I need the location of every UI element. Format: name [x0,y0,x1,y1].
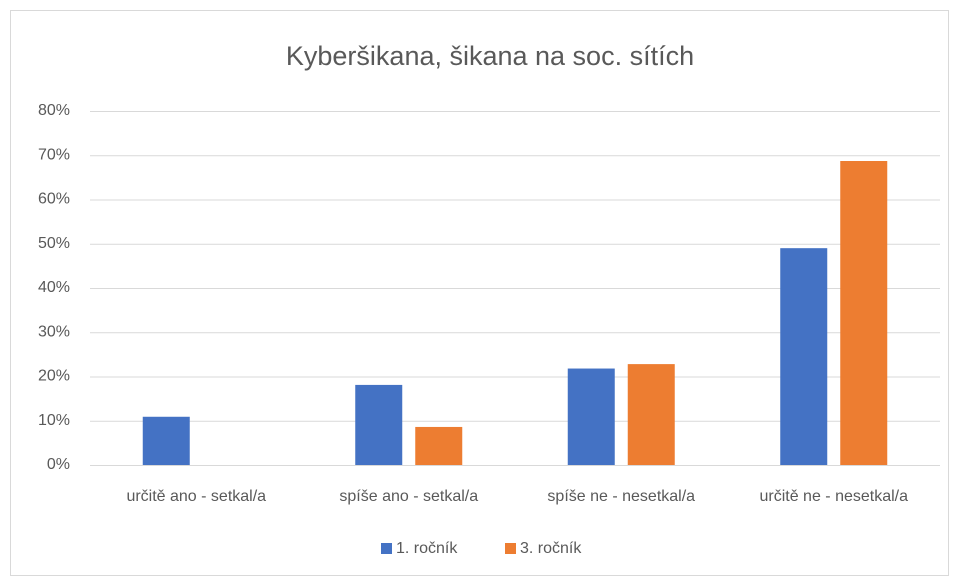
bar [840,161,888,465]
x-tick-label: určitě ano - setkal/a [126,488,266,505]
bar [355,384,403,465]
bar [627,364,675,465]
legend-label: 3. ročník [520,540,582,557]
y-tick-label: 50% [38,235,70,252]
y-tick-label: 30% [38,323,70,340]
y-tick-label: 10% [38,412,70,429]
y-tick-label: 20% [38,368,70,385]
legend-swatch [381,543,392,554]
bar [567,368,615,465]
y-tick-label: 60% [38,191,70,208]
x-tick-label: určitě ne - nesetkal/a [759,488,908,505]
y-tick-label: 70% [38,146,70,163]
bar [415,426,463,465]
legend-swatch [505,543,516,554]
x-tick-label: spíše ano - setkal/a [339,488,478,505]
y-tick-label: 40% [38,279,70,296]
bar [142,416,190,465]
legend-label: 1. ročník [396,540,458,557]
bar [780,248,828,465]
y-tick-label: 80% [38,102,70,119]
chart-title: Kyberšikana, šikana na soc. sítích [286,41,694,71]
x-tick-label: spíše ne - nesetkal/a [547,488,695,505]
y-tick-label: 0% [47,456,70,473]
